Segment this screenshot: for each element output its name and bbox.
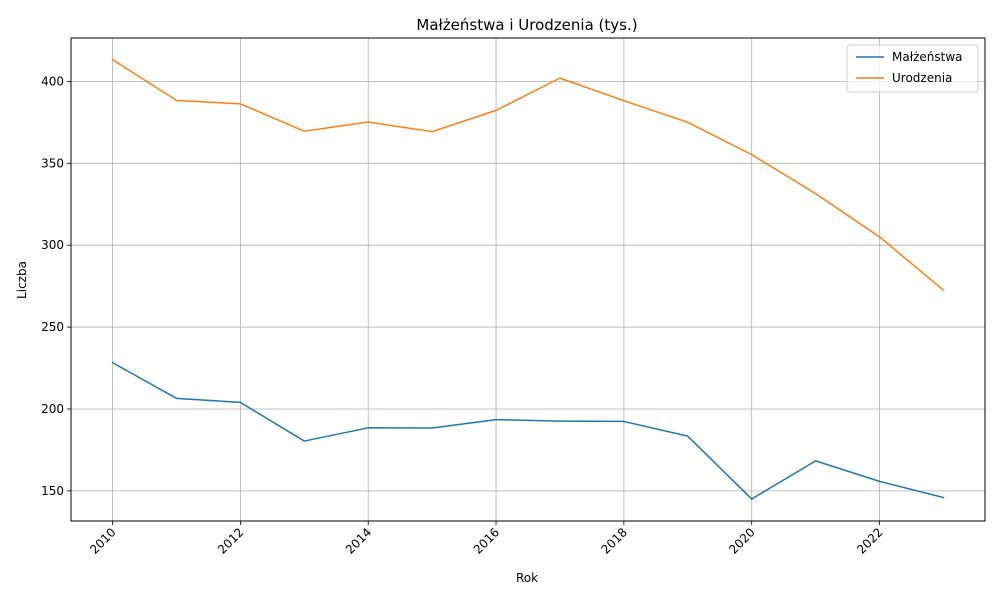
series-lines [111,58,945,500]
x-tick-label: 2014 [343,525,374,556]
chart-title: Małżeństwa i Urodzenia (tys.) [416,16,637,34]
y-tick-label: 300 [41,238,64,252]
grid [71,38,985,521]
x-tick-label: 2012 [215,525,246,556]
legend-label: Małżeństwa [892,50,963,64]
x-axis: 2010 2012 2014 2016 2018 2020 2022 [87,521,886,557]
y-tick-label: 400 [41,74,64,88]
x-axis-title: Rok [516,571,538,585]
legend: Małżeństwa Urodzenia [846,44,979,93]
plot-area-frame [70,37,986,522]
series-line-malzenstwa [111,361,945,500]
series-line-urodzenia [111,58,945,292]
x-tick-label: 2022 [854,525,885,556]
y-axis-title: Liczba [15,261,29,299]
y-tick-label: 200 [41,402,64,416]
x-tick-label: 2020 [726,525,757,556]
y-tick-label: 250 [41,320,64,334]
x-tick-label: 2010 [87,525,118,556]
legend-label: Urodzenia [892,71,952,85]
y-tick-label: 350 [41,156,64,170]
y-tick-label: 150 [41,484,64,498]
x-tick-label: 2016 [471,525,502,556]
x-tick-label: 2018 [598,525,629,556]
y-axis: 150 200 250 300 350 400 [41,74,71,498]
